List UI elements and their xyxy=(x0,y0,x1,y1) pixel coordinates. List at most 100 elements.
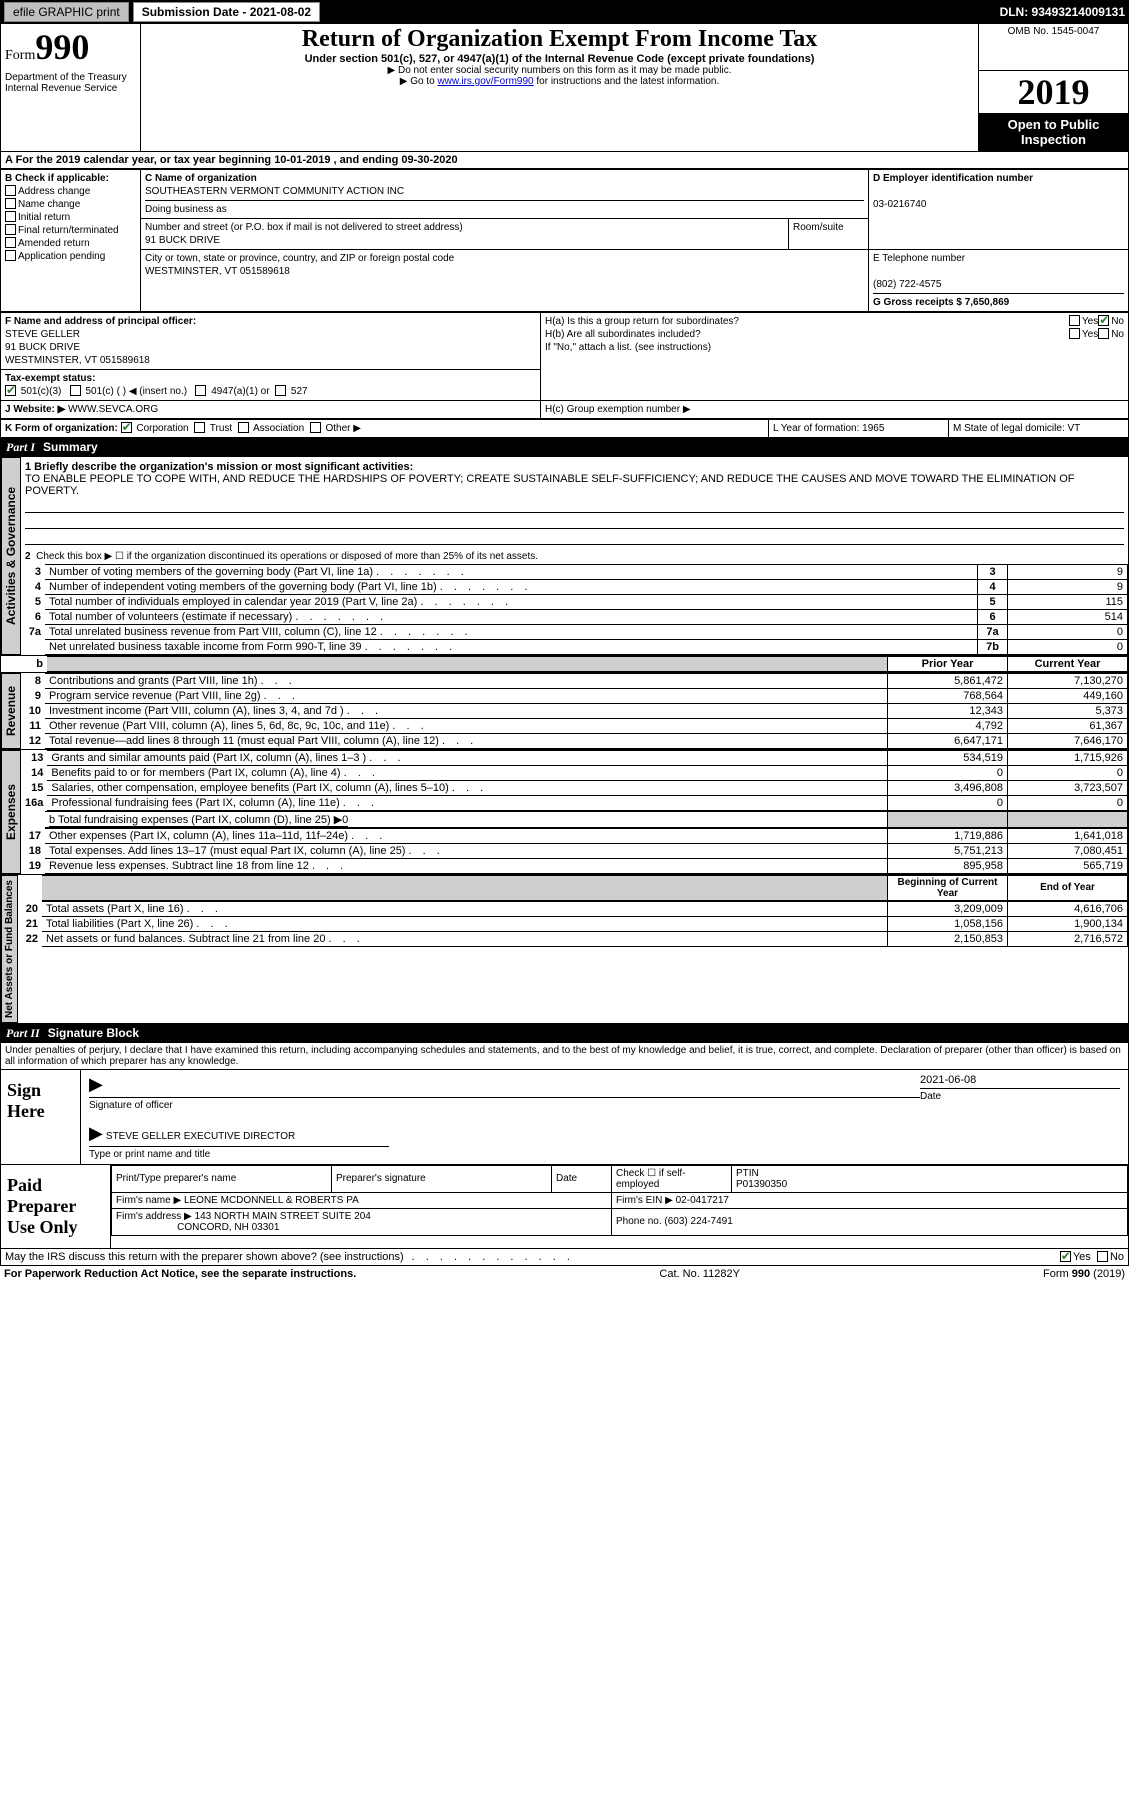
irs-link[interactable]: www.irs.gov/Form990 xyxy=(437,76,533,87)
current-value: 7,080,451 xyxy=(1008,843,1128,858)
hb-yes-checkbox[interactable] xyxy=(1069,328,1080,339)
527-checkbox[interactable] xyxy=(275,385,286,396)
dept-treasury: Department of the Treasury Internal Reve… xyxy=(1,70,141,151)
prior-value: 5,861,472 xyxy=(888,673,1008,688)
website-value: WWW.SEVCA.ORG xyxy=(68,404,158,415)
ein-value: 03-0216740 xyxy=(873,199,926,210)
current-value: 7,646,170 xyxy=(1008,733,1128,748)
activities-label: Activities & Governance xyxy=(1,457,21,655)
firm-addr1: 143 NORTH MAIN STREET SUITE 204 xyxy=(195,1211,371,1222)
line-desc: Number of voting members of the governin… xyxy=(45,564,978,579)
prep-sig-label: Preparer's signature xyxy=(332,1165,552,1192)
line-desc: Professional fundraising fees (Part IX, … xyxy=(47,795,887,810)
other-checkbox[interactable] xyxy=(310,422,321,433)
prep-name-label: Print/Type preparer's name xyxy=(112,1165,332,1192)
current-value: 1,641,018 xyxy=(1008,828,1128,843)
line-desc: Other expenses (Part IX, column (A), lin… xyxy=(45,828,888,843)
firm-phone: (603) 224-7491 xyxy=(664,1216,732,1227)
prior-value: 4,792 xyxy=(888,718,1008,733)
header-bar: efile GRAPHIC print Submission Date - 20… xyxy=(0,0,1129,24)
501c3-checkbox[interactable] xyxy=(5,385,16,396)
type-print-label: Type or print name and title xyxy=(89,1149,1120,1160)
dln: DLN: 93493214009131 xyxy=(1000,5,1125,19)
gross-receipts: G Gross receipts $ 7,650,869 xyxy=(873,297,1009,308)
prior-value: 1,719,886 xyxy=(888,828,1008,843)
officer-addr1: 91 BUCK DRIVE xyxy=(5,342,80,353)
line-desc: Salaries, other compensation, employee b… xyxy=(47,780,887,795)
dba-label: Doing business as xyxy=(145,204,227,215)
paid-preparer-label: Paid Preparer Use Only xyxy=(1,1165,111,1248)
part2-header: Part IISignature Block xyxy=(0,1024,1129,1043)
firm-addr-label: Firm's address ▶ xyxy=(116,1211,192,1222)
omb-number: OMB No. 1545-0047 xyxy=(983,26,1124,37)
sig-declaration: Under penalties of perjury, I declare th… xyxy=(0,1043,1129,1070)
firm-ein-label: Firm's EIN ▶ xyxy=(616,1195,673,1206)
form-label: Form990 xyxy=(5,26,136,68)
ptin-label: PTIN xyxy=(736,1168,759,1179)
city-label: City or town, state or province, country… xyxy=(145,253,454,264)
prior-value: 3,496,808 xyxy=(888,780,1008,795)
hc-label: H(c) Group exemption number ▶ xyxy=(541,400,1129,418)
line2: 2 Check this box ▶ ☐ if the organization… xyxy=(21,549,1128,564)
prior-value: 534,519 xyxy=(888,750,1008,765)
prep-date-label: Date xyxy=(552,1165,612,1192)
ha-yes-checkbox[interactable] xyxy=(1069,315,1080,326)
form-subtitle: Under section 501(c), 527, or 4947(a)(1)… xyxy=(145,53,974,65)
footer-mid: Cat. No. 11282Y xyxy=(659,1268,740,1280)
ha-no-checkbox[interactable] xyxy=(1098,315,1109,326)
current-value: 2,716,572 xyxy=(1008,931,1128,946)
prior-value: 3,209,009 xyxy=(888,901,1008,916)
trust-checkbox[interactable] xyxy=(194,422,205,433)
phone-value: (802) 722-4575 xyxy=(873,279,941,290)
prior-value: 12,343 xyxy=(888,703,1008,718)
prior-value: 0 xyxy=(888,795,1008,810)
line-desc: Net unrelated business taxable income fr… xyxy=(45,639,978,654)
line-value: 0 xyxy=(1008,639,1128,654)
prior-value: 5,751,213 xyxy=(888,843,1008,858)
hb-note: If "No," attach a list. (see instruction… xyxy=(545,341,1124,354)
current-value: 0 xyxy=(1008,765,1128,780)
assoc-checkbox[interactable] xyxy=(238,422,249,433)
sig-date-label: Date xyxy=(920,1091,1120,1102)
hb-no-checkbox[interactable] xyxy=(1098,328,1109,339)
discuss-no-checkbox[interactable] xyxy=(1097,1251,1108,1262)
line-desc: Net assets or fund balances. Subtract li… xyxy=(42,931,888,946)
submission-date: Submission Date - 2021-08-02 xyxy=(133,2,320,22)
efile-print-button[interactable]: efile GRAPHIC print xyxy=(4,2,129,22)
state-domicile: M State of legal domicile: VT xyxy=(949,419,1129,437)
officer-name-title: STEVE GELLER EXECUTIVE DIRECTOR xyxy=(106,1131,295,1142)
ssn-note: ▶ Do not enter social security numbers o… xyxy=(145,65,974,76)
line-desc: Program service revenue (Part VIII, line… xyxy=(45,688,888,703)
line-desc: Number of independent voting members of … xyxy=(45,579,978,594)
501c-checkbox[interactable] xyxy=(70,385,81,396)
prior-value: 768,564 xyxy=(888,688,1008,703)
line-desc: Total assets (Part X, line 16) . . . xyxy=(42,901,888,916)
discuss-yes-checkbox[interactable] xyxy=(1060,1251,1071,1262)
sig-officer-label: Signature of officer xyxy=(89,1100,920,1111)
part1-header: Part ISummary xyxy=(0,438,1129,457)
eoy-header: End of Year xyxy=(1008,875,1128,900)
sig-date: 2021-06-08 xyxy=(920,1074,1120,1086)
line-desc: Grants and similar amounts paid (Part IX… xyxy=(47,750,887,765)
section-b: B Check if applicable: Address change Na… xyxy=(1,169,141,311)
open-to-public: Open to Public Inspection xyxy=(979,113,1128,151)
line-desc: Total expenses. Add lines 13–17 (must eq… xyxy=(45,843,888,858)
line-desc: Benefits paid to or for members (Part IX… xyxy=(47,765,887,780)
line-desc: Revenue less expenses. Subtract line 18 … xyxy=(45,858,888,873)
line-desc: Total number of individuals employed in … xyxy=(45,594,978,609)
org-name: SOUTHEASTERN VERMONT COMMUNITY ACTION IN… xyxy=(145,186,404,197)
mission-q: 1 Briefly describe the organization's mi… xyxy=(25,461,413,473)
firm-name: LEONE MCDONNELL & ROBERTS PA xyxy=(184,1195,359,1206)
discuss-q: May the IRS discuss this return with the… xyxy=(5,1251,404,1263)
self-employed-check: Check ☐ if self-employed xyxy=(612,1165,732,1192)
corp-checkbox[interactable] xyxy=(121,422,132,433)
line-desc: Investment income (Part VIII, column (A)… xyxy=(45,703,888,718)
firm-addr2: CONCORD, NH 03301 xyxy=(177,1222,279,1233)
bcy-header: Beginning of Current Year xyxy=(888,875,1008,900)
tax-exempt-label: Tax-exempt status: xyxy=(5,373,95,384)
phone-label: E Telephone number xyxy=(873,253,965,264)
4947-checkbox[interactable] xyxy=(195,385,206,396)
org-name-label: C Name of organization xyxy=(145,173,257,184)
line-desc: Total unrelated business revenue from Pa… xyxy=(45,624,978,639)
revenue-label: Revenue xyxy=(1,673,21,749)
